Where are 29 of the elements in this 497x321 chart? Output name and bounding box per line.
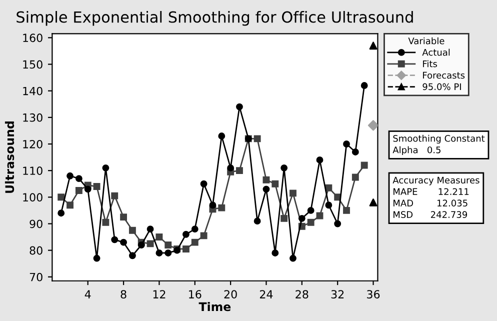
legend-title: Variable (408, 37, 444, 44)
y-axis-title: Ultrasound (4, 122, 14, 193)
chart-title: Simple Exponential Smoothing for Office Ultrasound (16, 10, 413, 26)
y-tick-label: 110 (23, 166, 42, 175)
x-tick-label: 20 (224, 290, 237, 299)
legend-label: Forecasts (423, 72, 465, 79)
y-tick-label: 70 (30, 272, 42, 282)
x-axis-title: Time (198, 302, 231, 312)
y-tick-label: 150 (23, 60, 42, 69)
legend-label: 95.0% PI (422, 83, 461, 90)
x-tick-label: 12 (153, 290, 166, 298)
x-tick-label: 16 (189, 290, 202, 299)
x-tick-label: 8 (120, 290, 126, 299)
y-tick-label: 130 (23, 113, 42, 122)
text: Smoothing Constant Alpha 0.5 (392, 134, 485, 156)
x-tick-label: 28 (296, 290, 308, 299)
y-tick-label: 120 (23, 140, 42, 148)
y-tick-label: 100 (23, 193, 42, 202)
legend-label: Actual (422, 48, 450, 56)
text: Accuracy Measures MAPE 12.211 MAD 12.035 MSD 242.739 (392, 176, 480, 218)
y-tick-label: 80 (30, 246, 42, 255)
y-tick-label: 90 (30, 220, 42, 228)
legend-label: Fits (423, 60, 437, 68)
x-tick-label: 4 (84, 290, 91, 298)
x-tick-label: 36 (367, 290, 380, 299)
y-tick-label: 140 (23, 86, 42, 96)
x-tick-label: 24 (260, 290, 273, 298)
y-tick-label: 160 (23, 34, 42, 42)
x-tick-label: 32 (331, 290, 344, 299)
